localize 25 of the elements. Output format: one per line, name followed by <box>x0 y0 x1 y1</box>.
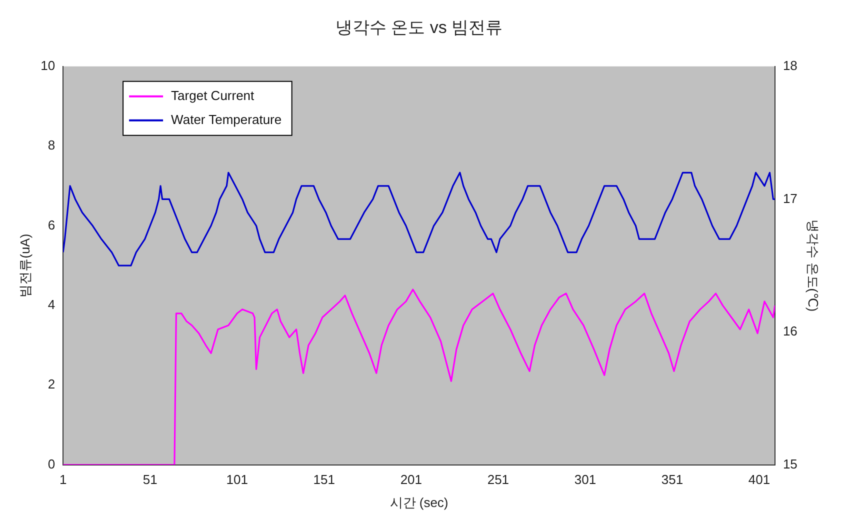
y2-tick-label: 18 <box>782 58 798 73</box>
y-tick-label: 2 <box>48 376 56 392</box>
y-tick-label: 10 <box>40 58 56 73</box>
y-tick-label: 8 <box>48 138 56 153</box>
y2-axis-title: 냉각수 온도(℃) <box>806 220 821 312</box>
y2-tick-label: 17 <box>782 190 798 206</box>
x-tick-label: 51 <box>142 472 158 488</box>
y-tick-label: 0 <box>48 456 56 472</box>
x-tick-label: 151 <box>313 472 335 488</box>
x-tick-label: 401 <box>748 472 770 488</box>
y-tick-label: 6 <box>48 217 56 232</box>
x-tick-label: 101 <box>226 472 248 488</box>
legend-label: Target Current <box>171 88 255 103</box>
x-tick-label: 351 <box>661 472 684 488</box>
y2-tick-label: 15 <box>782 456 798 472</box>
y2-tick-label: 16 <box>782 324 798 339</box>
x-tick-label: 1 <box>59 472 67 488</box>
x-tick-label: 201 <box>400 472 422 488</box>
y-axis-title: 빔전류(uA) <box>17 234 32 298</box>
y-tick-label: 4 <box>48 297 56 312</box>
x-axis-title: 시간 (sec) <box>390 494 448 510</box>
x-tick-label: 251 <box>487 472 510 488</box>
chart-title: 냉각수 온도 vs 빔전류 <box>335 18 503 37</box>
x-tick-label: 301 <box>574 472 596 488</box>
legend-label: Water Temperature <box>171 112 282 127</box>
